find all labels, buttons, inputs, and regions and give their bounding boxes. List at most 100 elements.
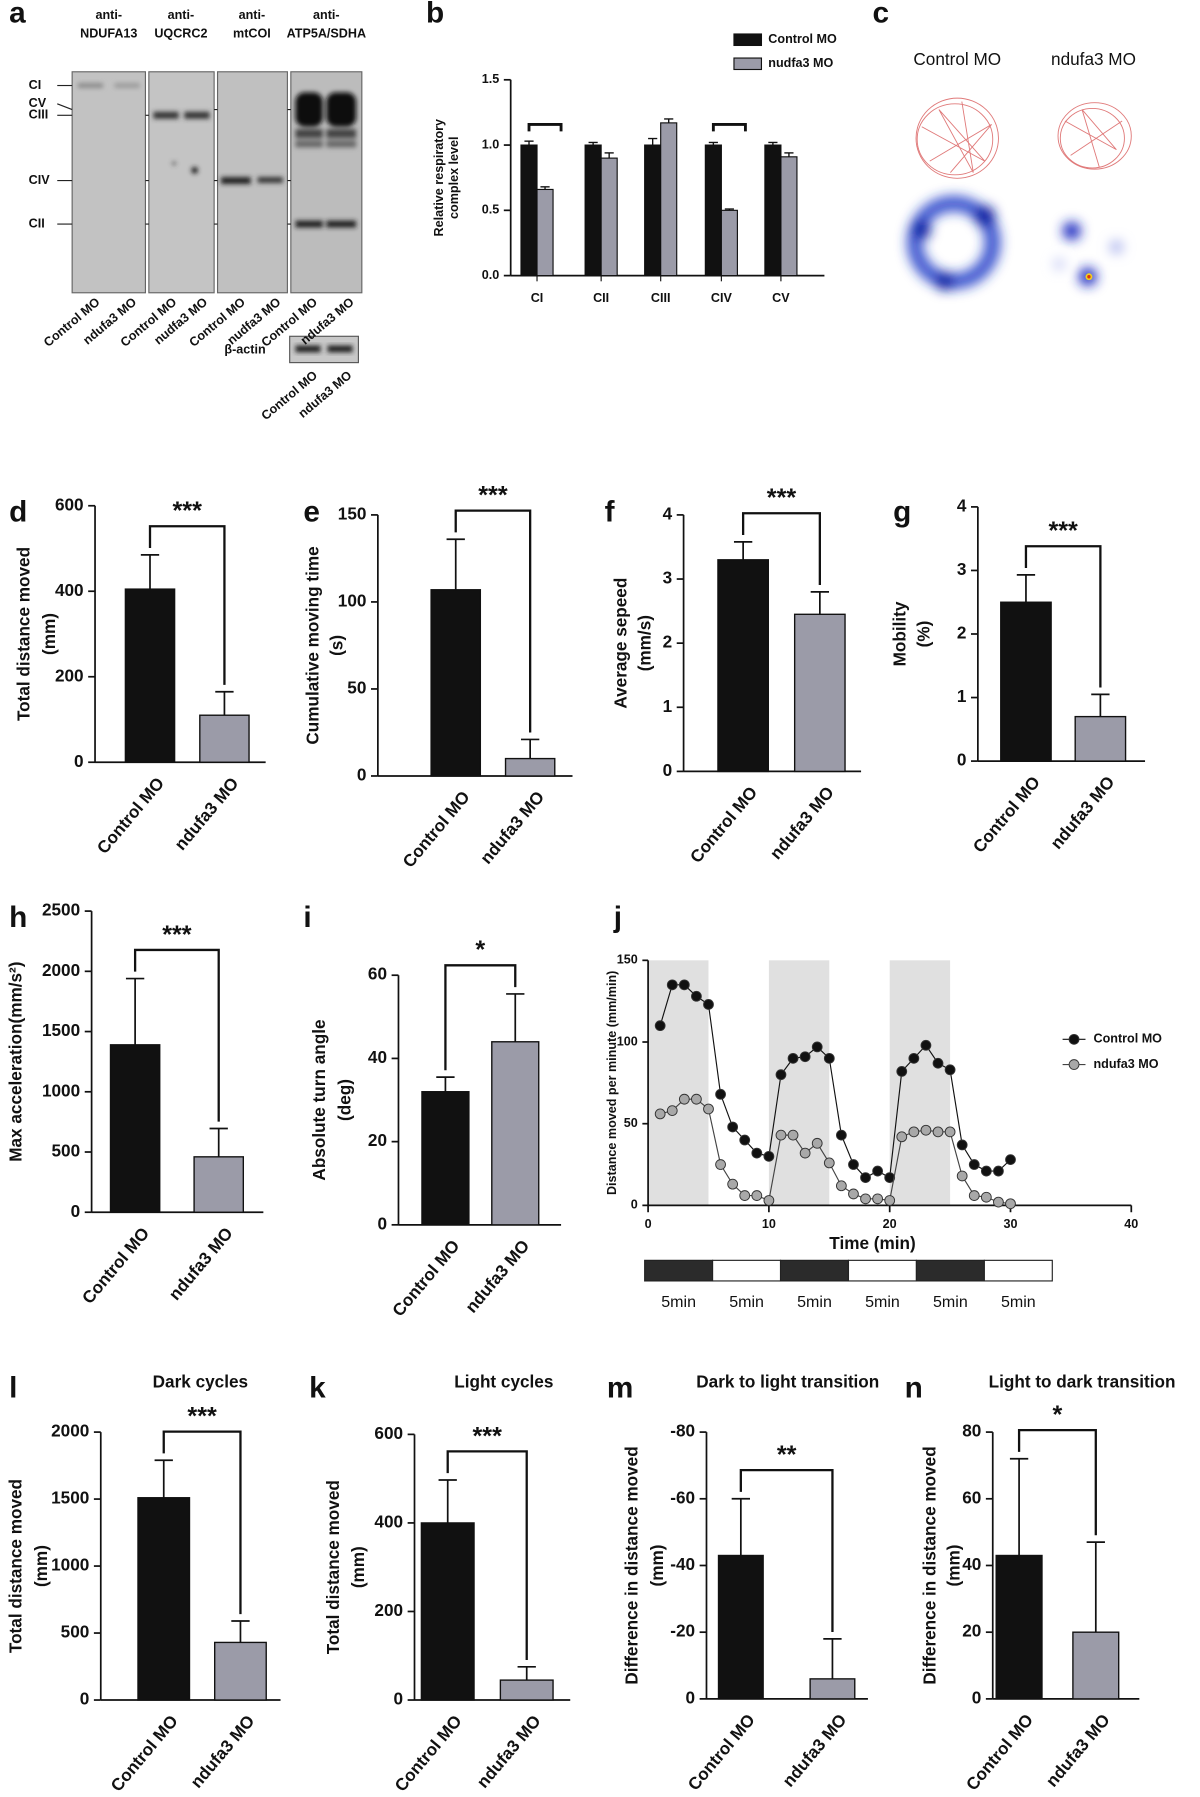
y-tick-label: 500	[61, 1622, 90, 1642]
point	[799, 1147, 811, 1159]
panel-letter: e	[303, 496, 320, 529]
y-tick-label: 0	[71, 1201, 81, 1221]
y-tick-label: 0	[74, 751, 84, 771]
y-tick-label: 2	[957, 623, 967, 643]
y-tick-label: 0	[685, 1687, 695, 1707]
antibody-label: anti-	[168, 8, 195, 22]
x-tick-label: 20	[883, 1217, 897, 1231]
point	[956, 1139, 968, 1151]
light-cycle-label: 5min	[933, 1293, 968, 1311]
x-tick-label: 30	[1003, 1217, 1017, 1231]
legend-marker	[1068, 1033, 1080, 1045]
x-tick-label: Control MO	[969, 772, 1044, 856]
x-tick-label: Control MO	[388, 1236, 463, 1320]
significance-bracket	[527, 123, 747, 132]
x-tick-label: CIII	[651, 291, 671, 305]
point	[908, 1126, 920, 1138]
light-cycle	[712, 1259, 782, 1282]
y-tick-label: 60	[962, 1487, 981, 1507]
y-tick-label: 1000	[51, 1555, 89, 1575]
y-axis-label: (mm/s)	[634, 615, 654, 671]
series-line	[659, 984, 1011, 1179]
significance-bracket	[162, 1430, 242, 1615]
antibody-label: anti-	[239, 8, 266, 22]
point	[896, 1066, 908, 1077]
y-tick-label: 50	[624, 1116, 638, 1130]
legend-swatch	[733, 57, 763, 71]
x-tick-label: ndufa3 MO	[472, 1711, 544, 1792]
antibody-label: ATP5A/SDHA	[287, 26, 366, 40]
tracking-traces	[915, 97, 1132, 179]
bar	[504, 757, 556, 777]
complex-label: CIV	[29, 173, 51, 187]
panel-letter: b	[426, 0, 444, 29]
significance-bracket	[444, 964, 517, 1071]
y-tick-label: 0	[663, 760, 673, 780]
point	[980, 1165, 992, 1177]
y-tick-label: 3	[663, 568, 673, 588]
y-axis-label: Mobility	[890, 601, 910, 666]
y-tick-label: 200	[55, 665, 84, 685]
y-axis-label: (mm)	[943, 1545, 963, 1587]
band-connectors	[57, 84, 291, 225]
bar	[536, 188, 554, 277]
y-tick-label: 2000	[51, 1421, 89, 1441]
legend-swatch	[733, 33, 763, 47]
bar	[764, 144, 782, 277]
y-axis-label: (mm)	[647, 1545, 667, 1587]
point	[763, 1195, 775, 1206]
y-tick-label: 4	[957, 495, 967, 515]
point	[751, 1147, 763, 1159]
light-cycle-label: 5min	[1001, 1293, 1036, 1311]
bar	[1072, 1631, 1120, 1700]
bar	[720, 209, 738, 277]
x-tick-label: Control MO	[683, 1710, 758, 1794]
point	[848, 1188, 859, 1200]
point	[751, 1190, 763, 1201]
y-tick-label: 150	[338, 503, 367, 523]
bar	[421, 1091, 470, 1226]
y-tick-label: 1	[957, 686, 967, 706]
y-tick-label: 100	[617, 1034, 638, 1048]
x-tick-label: ndufa3 MO	[170, 773, 242, 854]
y-axis-label: (mm)	[348, 1546, 368, 1588]
bar	[584, 144, 602, 277]
chart-title: Light cycles	[454, 1371, 553, 1391]
y-tick-label: 600	[374, 1423, 403, 1443]
bar	[780, 156, 798, 277]
complex-label: CV	[29, 96, 47, 110]
bar	[520, 144, 538, 277]
y-tick-label: 1.5	[482, 72, 499, 86]
significance-label: ***	[173, 497, 203, 525]
x-tick-label: 40	[1124, 1217, 1138, 1231]
bar	[809, 1678, 856, 1700]
antibody-label: anti-	[95, 8, 122, 22]
legend-label: ndufa3 MO	[1094, 1057, 1159, 1071]
y-tick-label: 1	[663, 696, 673, 716]
point	[968, 1190, 980, 1201]
bar	[717, 1554, 764, 1700]
significance-bracket	[739, 1469, 834, 1632]
panel-letter: m	[607, 1372, 633, 1405]
y-tick-label: 500	[52, 1141, 81, 1161]
y-axis-label: Relative respiratory	[432, 119, 446, 236]
bar	[193, 1156, 245, 1213]
x-tick-label: ndufa3 MO	[766, 782, 838, 863]
point	[872, 1165, 883, 1177]
actin-label: β-actin	[224, 342, 265, 356]
y-tick-label: -60	[670, 1487, 695, 1507]
point	[956, 1170, 968, 1182]
y-tick-label: 50	[347, 677, 366, 697]
y-tick-label: 0	[631, 1198, 638, 1212]
bar	[137, 1497, 191, 1701]
y-axis-label: Distance moved per minute (mm/min)	[605, 971, 619, 1195]
point	[896, 1131, 908, 1143]
light-cycle-label: 5min	[865, 1293, 900, 1311]
point	[811, 1137, 823, 1149]
y-tick-label: 600	[55, 494, 84, 514]
x-tick-label: CII	[593, 291, 609, 305]
x-tick-label: ndufa3 MO	[1041, 1710, 1113, 1791]
chart-title: Dark to light transition	[696, 1371, 879, 1391]
bar	[1074, 715, 1127, 762]
